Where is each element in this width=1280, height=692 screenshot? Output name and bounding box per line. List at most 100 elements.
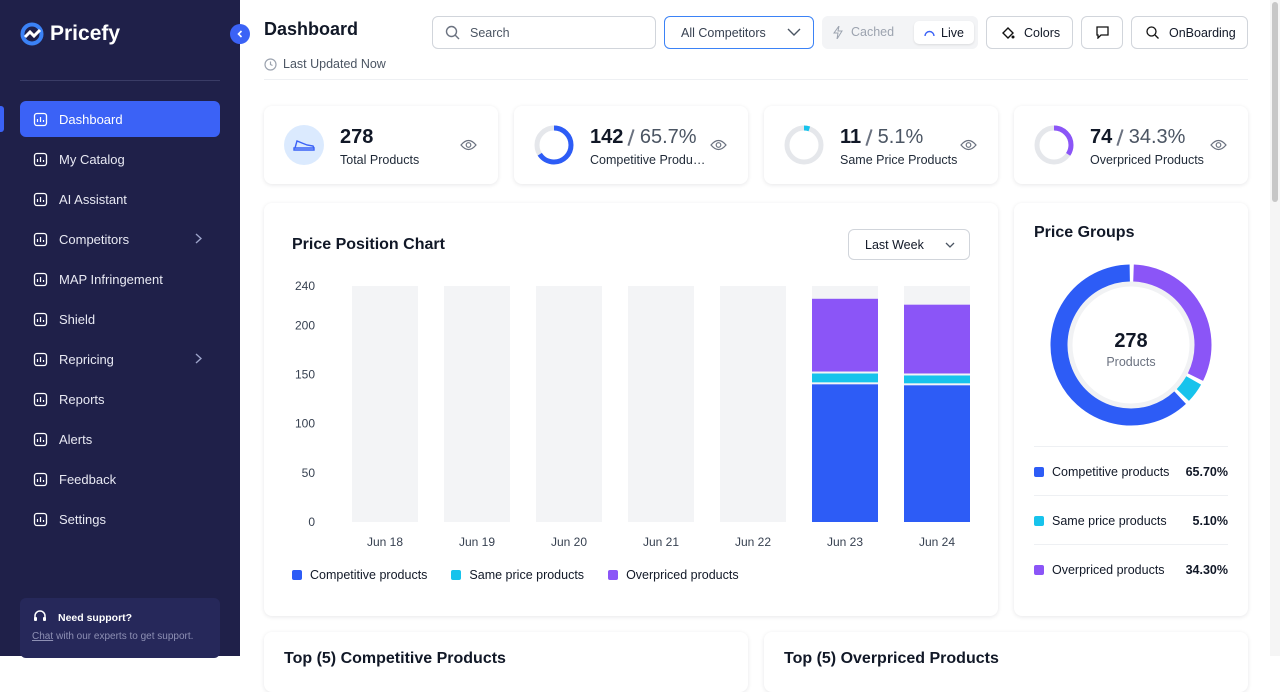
active-indicator — [0, 106, 4, 132]
brand[interactable]: Pricefy — [20, 22, 120, 46]
nav-item[interactable]: Dashboard — [20, 101, 220, 137]
section-title: Top (5) Overpriced Products — [784, 650, 999, 667]
nav-chevron-path — [195, 233, 202, 244]
x-tick-label: Jun 21 — [643, 535, 679, 549]
nav-icon-detail — [36, 356, 45, 362]
nav-icon — [33, 112, 48, 126]
collapse-button[interactable] — [230, 24, 250, 44]
bar-segment — [904, 375, 970, 384]
search-icon — [445, 25, 460, 40]
mode-label: Cached — [851, 25, 895, 39]
nav-icon — [33, 352, 48, 366]
nav-item[interactable]: Repricing — [20, 341, 220, 377]
competitor-select[interactable]: All Competitors — [664, 16, 814, 49]
scrollbar-thumb[interactable] — [1272, 2, 1278, 202]
nav-chevron-path — [195, 353, 202, 364]
nav-icon-detail — [36, 276, 45, 282]
nav-icon — [33, 272, 48, 286]
price-group-name: Competitive products — [1052, 464, 1170, 479]
message-icon — [1095, 26, 1109, 39]
kpi-graphic — [1034, 125, 1074, 165]
last-updated-text: Last Updated Now — [283, 57, 386, 71]
view-icon-path — [960, 139, 977, 151]
chart-title: Price Position Chart — [292, 236, 445, 253]
nav-icon — [33, 472, 48, 486]
x-tick-label: Jun 22 — [735, 535, 771, 549]
legend-item[interactable]: Overpriced products — [608, 568, 739, 582]
mode-cached[interactable]: Cached — [833, 25, 894, 39]
nav-item[interactable]: Competitors — [20, 221, 220, 257]
nav-item[interactable]: Feedback — [20, 461, 220, 497]
y-tick-label: 50 — [302, 466, 316, 480]
nav-item[interactable]: My Catalog — [20, 141, 220, 177]
view-icon[interactable] — [460, 139, 477, 151]
live-icon — [924, 30, 935, 37]
nav-icon-shape — [33, 312, 48, 326]
nav-item[interactable]: MAP Infringement — [20, 261, 220, 297]
view-icon[interactable] — [960, 139, 977, 151]
nav-label: My Catalog — [59, 151, 125, 167]
support-link[interactable]: Chat — [32, 631, 54, 642]
nav-icon — [33, 392, 48, 406]
kpi-icon-bg — [284, 125, 324, 165]
nav-icon-shape — [33, 192, 48, 206]
legend-swatch — [1034, 564, 1044, 575]
kpi-ring — [784, 125, 824, 165]
section-title: Top (5) Competitive Products — [284, 650, 506, 667]
nav-icon-shape — [33, 352, 48, 366]
nav-icon-shape — [33, 232, 48, 246]
kpi-card: 142 65.7% Competitive Products — [514, 106, 748, 184]
bar-segment — [904, 385, 970, 522]
kpi-percent: 5.1% — [877, 126, 924, 148]
nav-item[interactable]: AI Assistant — [20, 181, 220, 217]
paint-icon — [1002, 26, 1015, 39]
feedback-button[interactable] — [1081, 16, 1123, 49]
price-groups-card: Price Groups 278 Products Competitive pro… — [1014, 203, 1248, 616]
y-tick-label: 0 — [308, 515, 315, 529]
bar-segment — [904, 304, 970, 374]
support-desc: with our experts to get support. — [56, 631, 194, 642]
onboarding-button[interactable]: OnBoarding — [1131, 16, 1248, 49]
kpi-card: 11 5.1% Same Price Products — [764, 106, 998, 184]
support-title: Need support? — [58, 612, 133, 624]
search-box[interactable]: Search — [432, 16, 656, 49]
view-icon-path — [1210, 139, 1227, 151]
period-select[interactable]: Last Week — [848, 229, 970, 260]
legend-item[interactable]: Competitive products — [292, 568, 427, 582]
view-icon-pupil — [965, 142, 972, 148]
nav-item[interactable]: Reports — [20, 381, 220, 417]
nav-icon-detail — [36, 116, 45, 122]
nav-icon-detail — [36, 436, 45, 442]
view-icon[interactable] — [710, 139, 727, 151]
mode-live[interactable]: Live — [914, 21, 974, 44]
legend-swatch — [1034, 466, 1044, 477]
donut-chart: 278 Products — [1050, 264, 1212, 426]
kpi-card: 74 34.3% Overpriced Products — [1014, 106, 1248, 184]
kpi-value: 11 5.1% — [840, 126, 923, 149]
nav-icon — [33, 192, 48, 206]
kpi-count: 278 — [340, 126, 374, 148]
nav-chevron — [195, 233, 202, 244]
x-tick-label: Jun 24 — [919, 535, 955, 549]
donut-segment — [1176, 376, 1202, 401]
price-group-row: Same price products 5.10% — [1034, 495, 1228, 545]
nav-item[interactable]: Settings — [20, 501, 220, 537]
nav-icon-detail — [36, 236, 45, 242]
scrollbar — [1270, 0, 1280, 656]
nav-icon-shape — [33, 152, 48, 166]
donut-total: 278 — [1114, 330, 1147, 352]
nav-icon-shape — [33, 432, 48, 446]
last-updated: Last Updated Now — [264, 57, 386, 71]
kpi-count: 11 — [840, 126, 862, 148]
kpi-label: Overpriced Products — [1090, 153, 1204, 167]
view-icon[interactable] — [1210, 139, 1227, 151]
support-box: Need support? Chat with our experts to ge… — [20, 598, 220, 658]
nav-item[interactable]: Shield — [20, 301, 220, 337]
view-icon-pupil — [1215, 142, 1222, 148]
legend-item[interactable]: Same price products — [451, 568, 584, 582]
colors-button[interactable]: Colors — [986, 16, 1073, 49]
period-text: Last Week — [865, 237, 924, 252]
x-tick-label: Jun 19 — [459, 535, 495, 549]
nav-item[interactable]: Alerts — [20, 421, 220, 457]
kpi-card: 278 Total Products — [264, 106, 498, 184]
